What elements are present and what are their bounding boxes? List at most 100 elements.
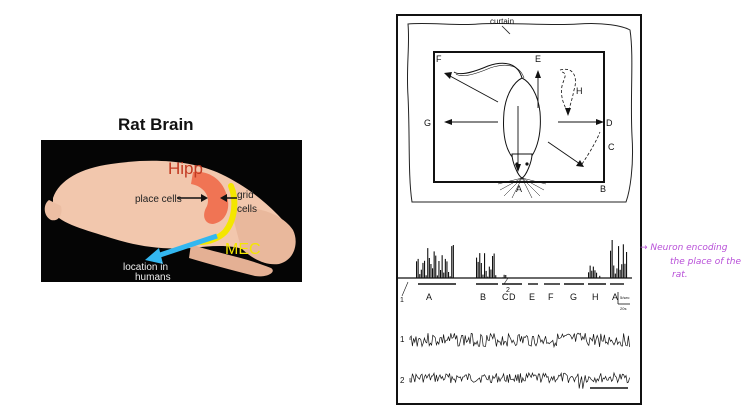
spike-trace-1 — [409, 332, 630, 349]
place-cells-arrowhead — [201, 194, 208, 202]
place-cell-figure: curtain F E H G D C A B — [396, 14, 642, 405]
histogram-bar — [624, 263, 626, 278]
scale-bottom-label: 20s — [620, 306, 626, 311]
histogram-bar — [430, 264, 432, 278]
marker-2-pointer — [503, 277, 509, 285]
arrowhead-g — [444, 119, 452, 125]
arrow-f — [449, 75, 499, 103]
place-cells-label: place cells — [135, 194, 182, 205]
histogram-bar — [438, 261, 440, 278]
histogram-bar — [444, 258, 446, 278]
segment-label-g: G — [570, 292, 577, 302]
rat-brain-illustration: Hipp place cells grid cells MEC location… — [41, 140, 302, 282]
histogram-bar — [589, 265, 591, 278]
histogram-bar — [495, 275, 497, 278]
arrowhead-a — [515, 164, 521, 172]
arena-label-b: B — [600, 184, 606, 194]
firing-histogram — [416, 240, 628, 278]
histogram-bar — [435, 255, 437, 278]
histogram-bar — [451, 246, 453, 278]
grid-cells-label-2: cells — [237, 204, 257, 215]
trace-label-2: 2 — [400, 376, 405, 385]
segment-label-e: E — [529, 292, 535, 302]
histogram-bar — [482, 274, 484, 278]
histogram-bar — [420, 269, 422, 278]
histogram-bar — [484, 253, 486, 278]
histogram-bar — [419, 274, 421, 278]
rat-head — [511, 153, 533, 179]
rat-brain-photo: Hipp place cells grid cells MEC location… — [41, 140, 302, 282]
human-location-arrowhead — [145, 248, 163, 264]
annotation-line-2: the place of the — [670, 257, 741, 267]
arena-label-e: E — [535, 54, 541, 64]
trace-label-1: 1 — [400, 335, 405, 344]
histogram-bar — [476, 257, 478, 278]
spike-trace-2 — [409, 371, 630, 389]
rat-body — [503, 77, 541, 165]
histogram-bar — [479, 253, 481, 278]
histogram-bar — [588, 272, 590, 278]
histogram-bar — [432, 268, 434, 278]
histogram-bar — [619, 269, 621, 278]
arena-label-f: F — [436, 54, 442, 64]
histogram-bar — [618, 246, 620, 278]
annotation-line-1: → Neuron encoding — [640, 243, 728, 253]
annotation-line-3: rat. — [672, 270, 688, 280]
arrowhead-h — [565, 108, 571, 116]
handwritten-annotation: → Neuron encoding the place of the rat. — [640, 243, 741, 280]
segment-label-c: C — [502, 292, 509, 302]
histogram-bar — [425, 275, 427, 278]
histogram-bar — [616, 268, 618, 278]
curtain-outline — [406, 22, 634, 203]
marker-1-pointer — [401, 281, 409, 297]
histogram-bar — [621, 264, 623, 278]
histogram-bar — [485, 270, 487, 278]
histogram-bar — [436, 275, 438, 278]
histogram-bar — [440, 270, 442, 278]
segment-label-d: D — [509, 292, 516, 302]
histogram-bar — [487, 276, 489, 278]
arrowhead-b — [576, 160, 584, 167]
histogram-bar — [502, 277, 504, 278]
scale-top-label: 5/sec — [620, 295, 630, 300]
histogram-bar — [599, 275, 601, 278]
histogram-bar — [441, 255, 443, 278]
arena-label-h: H — [576, 86, 583, 96]
segment-label-a2: A — [612, 292, 618, 302]
arena-box — [433, 51, 605, 183]
histogram-bar — [422, 262, 424, 278]
hipp-label: Hipp — [168, 159, 203, 178]
arrowhead-e — [535, 70, 541, 78]
histogram-bar — [591, 270, 593, 278]
rat-tail-inner — [455, 65, 525, 79]
segment-label-b: B — [480, 292, 486, 302]
marker-1: 1 — [400, 297, 404, 304]
arrowhead-f — [444, 72, 452, 79]
dashed-loop-h — [559, 68, 576, 113]
histogram-bar — [626, 252, 628, 278]
histogram-bar — [477, 261, 479, 278]
mec-label: MEC — [225, 241, 261, 258]
grid-cells-label-1: grid — [237, 190, 254, 201]
human-location-arrow — [156, 233, 218, 259]
histogram-bar — [613, 265, 615, 278]
histogram-bar — [594, 270, 596, 278]
segment-label-a1: A — [426, 292, 432, 302]
marker-2: 2 — [506, 287, 510, 294]
histogram-bar — [596, 272, 598, 278]
rat-whiskers — [497, 177, 547, 199]
grid-cells-arrowhead — [220, 194, 227, 202]
histogram-bar — [433, 251, 435, 278]
arena-label-a: A — [516, 184, 522, 194]
location-label-2: humans — [135, 272, 171, 282]
histogram-bar — [449, 276, 451, 278]
histogram-bar — [611, 240, 613, 278]
histogram-bar — [427, 248, 429, 278]
histogram-bar — [448, 272, 450, 278]
rat-eye-right — [525, 162, 529, 166]
histogram-bar — [614, 273, 616, 278]
histogram-bar — [505, 275, 507, 278]
curtain-label: curtain — [490, 17, 514, 26]
histogram-bar — [424, 260, 426, 278]
left-panel-title: Rat Brain — [118, 115, 194, 134]
